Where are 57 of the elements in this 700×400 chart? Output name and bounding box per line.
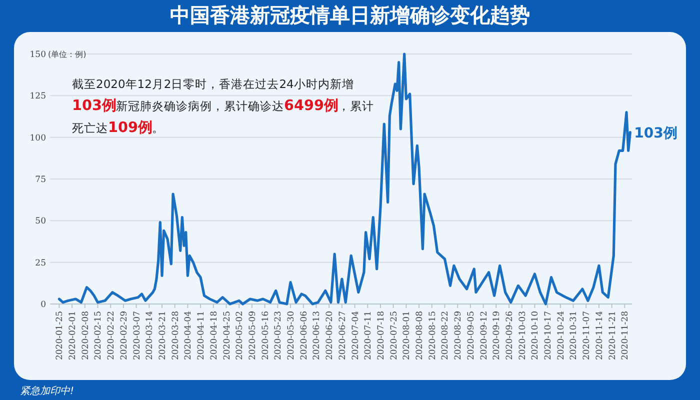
x-tick-label: 2020-08-15 [428, 311, 438, 360]
x-tick-label: 2020-09-26 [504, 311, 515, 360]
x-tick-label: 2020-10-03 [518, 311, 528, 360]
y-tick-label: 100 [30, 133, 46, 144]
y-tick-label: 125 [30, 92, 46, 102]
x-tick-label: 2020-04-25 [222, 311, 232, 360]
x-tick-label: 2020-09-19 [492, 311, 502, 360]
x-tick-label: 2020-03-28 [170, 311, 181, 360]
x-tick-label: 2020-02-29 [119, 311, 130, 360]
x-tick-label: 2020-08-29 [454, 311, 464, 360]
x-tick-label: 2020-07-11 [364, 311, 374, 360]
chart-title: 中国香港新冠疫情单日新增确诊变化趋势 [170, 3, 530, 27]
x-tick-label: 2020-02-01 [68, 311, 78, 360]
x-tick-label: 2020-06-27 [338, 311, 348, 360]
x-tick-label: 2020-01-25 [55, 311, 66, 360]
x-tick-label: 2020-05-16 [260, 311, 271, 360]
x-tick-label: 2020-03-07 [132, 311, 142, 360]
x-tick-label: 2020-10-17 [544, 311, 554, 360]
x-tick-label: 2020-10-31 [569, 311, 580, 360]
text: 紧急加印中! [20, 385, 74, 397]
x-tick-label: 2020-08-08 [415, 311, 426, 360]
y-tick-label: 75 [35, 175, 46, 185]
x-tick-label: 2020-05-30 [286, 311, 297, 360]
x-tick-label: 2020-08-01 [402, 311, 412, 360]
x-tick-label: 2020-07-18 [376, 311, 386, 360]
x-tick-label: 2020-07-25 [389, 311, 400, 360]
x-tick-label: 2020-04-04 [184, 311, 194, 360]
x-tick-label: 2020-11-21 [608, 311, 618, 360]
x-tick-label: 2020-08-22 [440, 311, 451, 360]
x-tick-label: 2020-06-06 [299, 311, 310, 360]
x-tick-label: 2020-03-14 [145, 311, 156, 360]
x-tick-label: 2020-07-04 [350, 311, 361, 360]
x-tick-label: 2020-10-24 [556, 311, 566, 360]
y-tick-label: 50 [35, 216, 46, 227]
x-tick-label: 2020-05-02 [235, 311, 246, 360]
x-tick-label: 2020-04-18 [209, 311, 220, 360]
y-axis-title: (单位：例) [48, 50, 86, 59]
x-tick-label: 2020-02-15 [94, 311, 104, 360]
y-tick-label: 150 [30, 50, 46, 60]
x-tick-label: 2020-11-07 [582, 311, 592, 360]
x-tick-label: 2020-02-08 [80, 311, 91, 360]
y-tick-label: 0 [40, 300, 46, 310]
x-tick-label: 2020-05-23 [274, 311, 284, 360]
y-tick-label: 25 [35, 258, 46, 268]
x-tick-label: 2020-06-20 [325, 311, 336, 360]
x-tick-label: 2020-10-10 [530, 311, 541, 360]
text: 截至2020年12月2日零时，香港在过去24小时内新增103例新冠肺炎确诊病例，累计确诊达6499例，累计死亡达109例。 [72, 77, 374, 136]
annotation: 103例 [634, 125, 678, 142]
x-tick-label: 2020-03-21 [158, 311, 168, 360]
x-tick-label: 2020-11-14 [594, 311, 605, 360]
x-tick-label: 2020-05-09 [248, 311, 258, 360]
x-tick-label: 2020-09-12 [479, 311, 490, 360]
x-tick-label: 2020-11-28 [620, 311, 631, 360]
x-tick-label: 2020-04-11 [196, 311, 207, 360]
x-tick-label: 2020-06-13 [312, 311, 322, 360]
x-tick-label: 2020-02-22 [106, 311, 117, 360]
x-tick-label: 2020-09-05 [466, 311, 476, 360]
